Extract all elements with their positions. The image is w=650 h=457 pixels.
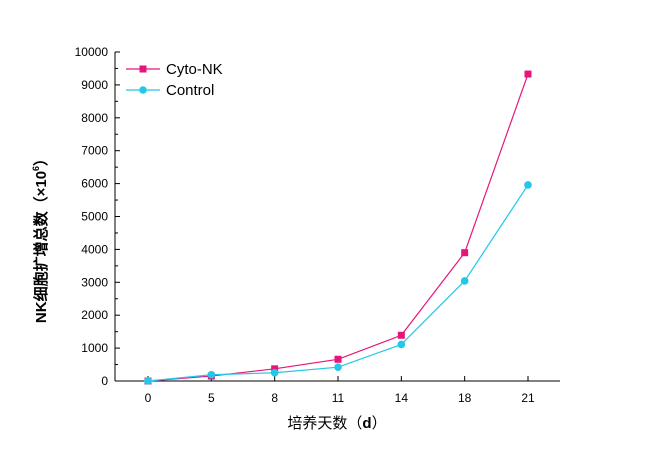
data-point: [334, 355, 342, 363]
data-point: [144, 377, 152, 385]
y-tick-label: 8000: [81, 111, 108, 125]
y-tick-label: 6000: [81, 177, 108, 191]
series-control: [144, 181, 532, 385]
y-tick-label: 7000: [81, 144, 108, 158]
y-axis-label: NK细胞扩增总数（×106）: [31, 151, 50, 323]
data-point: [524, 70, 532, 78]
x-axis-label-unit: d: [362, 415, 371, 432]
x-tick-label: 18: [458, 391, 472, 405]
series-layer: [144, 70, 532, 385]
series-line: [147, 73, 529, 382]
data-point: [270, 368, 279, 377]
legend-label: Control: [166, 82, 214, 99]
y-tick-label: 10000: [75, 45, 109, 59]
y-tick-label: 0: [101, 374, 108, 388]
axes: 0 1000 2000 3000 4000 5000 6000 7000 8000 9000 100…: [75, 45, 560, 405]
x-tick-label: 11: [332, 391, 345, 405]
x-tick-label: 21: [521, 391, 535, 405]
data-point: [524, 181, 532, 189]
x-tick-label: 8: [271, 391, 278, 405]
legend-item: Control: [126, 82, 214, 99]
x-axis-label-main: 培养天数（: [287, 414, 362, 432]
y-tick-label: 2000: [81, 308, 108, 322]
legend-label: Cyto-NK: [166, 61, 223, 78]
y-axis-label-exponent: 6: [31, 166, 41, 171]
data-point: [397, 331, 405, 339]
data-point: [271, 365, 279, 373]
data-point: [207, 370, 216, 379]
y-tick-label: 4000: [81, 242, 108, 256]
legend: Cyto-NK Control: [126, 61, 223, 99]
x-tick-label: 0: [145, 391, 152, 405]
y-tick-label: 1000: [81, 341, 108, 355]
series-cyto-nk: [144, 70, 532, 385]
x-tick-label: 14: [395, 391, 409, 405]
x-axis-label-close: ）: [372, 414, 387, 432]
x-axis-label: 培养天数（d）: [287, 414, 386, 432]
y-axis-label-close: ）: [32, 151, 50, 166]
legend-item: Cyto-NK: [126, 61, 223, 78]
y-tick-label: 3000: [81, 275, 108, 289]
legend-marker: [139, 65, 147, 73]
series-line: [147, 184, 529, 382]
x-tick-label: 5: [208, 391, 215, 405]
y-axis-label-main: NK细胞扩增总数（×10: [32, 171, 50, 323]
data-point: [460, 277, 469, 285]
y-tick-label: 5000: [81, 210, 108, 224]
data-point: [461, 249, 469, 257]
legend-marker: [139, 86, 147, 94]
data-point: [334, 363, 342, 371]
data-point: [397, 340, 406, 349]
y-tick-label: 9000: [81, 78, 108, 92]
